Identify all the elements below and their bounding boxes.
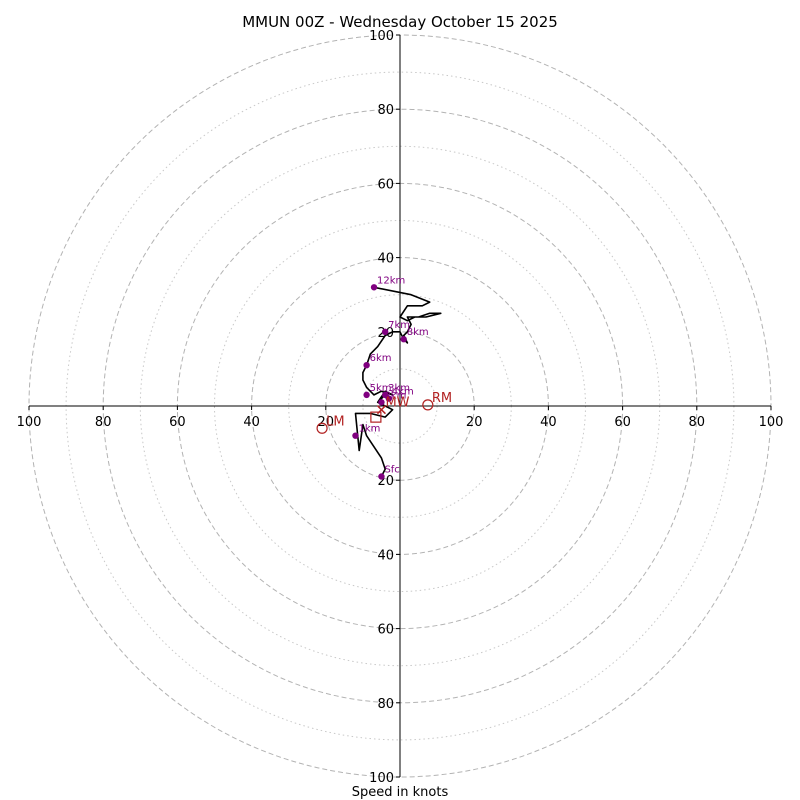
motion-label-mw: MW bbox=[385, 396, 409, 411]
chart-title: MMUN 00Z - Wednesday October 15 2025 bbox=[242, 13, 558, 31]
height-label-8km: 8km bbox=[407, 327, 429, 338]
height-point-7km bbox=[381, 328, 389, 335]
x-tick-label: 60 bbox=[169, 415, 186, 430]
height-point-sfc bbox=[378, 473, 385, 480]
x-tick-label: 80 bbox=[689, 415, 706, 430]
motion-label-rm: RM bbox=[432, 391, 452, 406]
x-tick-label: 40 bbox=[243, 415, 260, 430]
height-point-12km bbox=[370, 284, 378, 291]
x-tick-label: 20 bbox=[466, 415, 483, 430]
height-label-3km: 3km bbox=[388, 383, 410, 394]
y-tick-label: 80 bbox=[377, 103, 394, 118]
x-tick-label: 100 bbox=[17, 415, 42, 430]
height-label-6km: 6km bbox=[370, 353, 392, 364]
height-label-1km: 1km bbox=[358, 424, 380, 435]
y-tick-label: 60 bbox=[377, 623, 394, 638]
height-label-sfc: Sfc bbox=[384, 464, 399, 475]
y-tick-label: 40 bbox=[377, 252, 394, 267]
height-point-8km bbox=[400, 336, 407, 343]
y-tick-label: 60 bbox=[377, 177, 394, 192]
motion-marker-square bbox=[370, 411, 382, 423]
height-label-7km: 7km bbox=[388, 320, 410, 331]
x-tick-label: 40 bbox=[540, 415, 557, 430]
motion-label-lm: LM bbox=[326, 414, 344, 429]
axes: 1008060402020406080100100806040202040608… bbox=[17, 29, 784, 786]
storm-motion-markers: RM LM MW bbox=[316, 391, 452, 434]
x-tick-label: 20 bbox=[318, 415, 335, 430]
y-tick-label: 100 bbox=[369, 771, 394, 786]
height-label-12km: 12km bbox=[377, 275, 405, 286]
y-tick-label: 40 bbox=[377, 548, 394, 563]
height-point-5km bbox=[363, 391, 370, 399]
x-tick-label: 80 bbox=[95, 415, 112, 430]
motion-marker-lm bbox=[316, 422, 328, 434]
height-point-1km bbox=[352, 432, 359, 439]
y-tick-label: 80 bbox=[377, 697, 394, 712]
height-point-2km bbox=[378, 399, 385, 406]
height-point-4km bbox=[385, 395, 393, 402]
x-axis-label: Speed in knots bbox=[352, 785, 449, 800]
x-tick-label: 100 bbox=[759, 415, 784, 430]
height-label-4km: 4km bbox=[392, 387, 414, 398]
height-label-5km: 5km bbox=[370, 383, 392, 394]
x-tick-label: 60 bbox=[614, 415, 631, 430]
motion-marker-mw bbox=[376, 405, 386, 415]
motion-marker-rm bbox=[422, 399, 434, 411]
height-point-6km bbox=[363, 361, 370, 369]
height-label-2km: 2km bbox=[384, 390, 406, 401]
y-tick-label: 100 bbox=[369, 29, 394, 44]
